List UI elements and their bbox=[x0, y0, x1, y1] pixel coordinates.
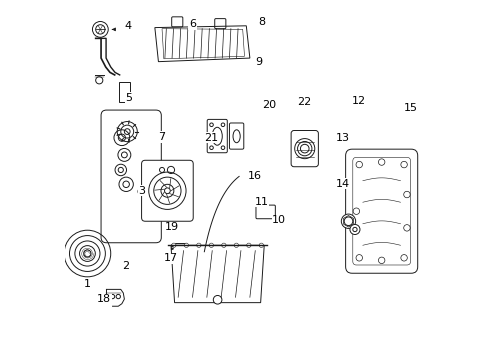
Polygon shape bbox=[171, 245, 264, 303]
Circle shape bbox=[213, 296, 222, 304]
Text: 7: 7 bbox=[158, 132, 164, 142]
Polygon shape bbox=[155, 26, 249, 62]
Text: 4: 4 bbox=[124, 21, 131, 31]
Text: 9: 9 bbox=[255, 57, 262, 67]
Circle shape bbox=[209, 243, 213, 247]
Text: 16: 16 bbox=[247, 171, 261, 181]
Circle shape bbox=[400, 161, 407, 168]
Text: 21: 21 bbox=[204, 133, 218, 143]
FancyBboxPatch shape bbox=[142, 160, 193, 221]
Text: 19: 19 bbox=[164, 222, 179, 232]
Circle shape bbox=[246, 243, 250, 247]
Text: 10: 10 bbox=[272, 215, 285, 225]
Circle shape bbox=[403, 191, 409, 198]
Circle shape bbox=[184, 243, 188, 247]
Circle shape bbox=[259, 243, 263, 247]
Circle shape bbox=[378, 257, 384, 264]
Circle shape bbox=[355, 161, 362, 168]
Text: 13: 13 bbox=[335, 133, 349, 143]
Text: 6: 6 bbox=[189, 19, 196, 29]
Text: 18: 18 bbox=[97, 294, 111, 304]
Text: 17: 17 bbox=[163, 253, 178, 263]
Text: 12: 12 bbox=[351, 96, 366, 106]
Text: 20: 20 bbox=[262, 100, 276, 110]
Text: 5: 5 bbox=[125, 93, 132, 103]
Circle shape bbox=[403, 225, 409, 231]
FancyBboxPatch shape bbox=[229, 123, 244, 149]
Circle shape bbox=[221, 243, 225, 247]
Text: 2: 2 bbox=[122, 261, 129, 271]
FancyBboxPatch shape bbox=[290, 131, 318, 167]
Circle shape bbox=[352, 208, 359, 215]
Text: 15: 15 bbox=[404, 103, 417, 113]
FancyBboxPatch shape bbox=[207, 120, 227, 153]
Circle shape bbox=[196, 243, 201, 247]
Circle shape bbox=[349, 225, 359, 234]
Circle shape bbox=[378, 159, 384, 165]
Text: 11: 11 bbox=[254, 197, 268, 207]
FancyBboxPatch shape bbox=[101, 110, 161, 243]
FancyBboxPatch shape bbox=[345, 149, 417, 273]
Circle shape bbox=[171, 243, 176, 247]
Text: 3: 3 bbox=[138, 186, 145, 196]
Circle shape bbox=[355, 255, 362, 261]
FancyBboxPatch shape bbox=[175, 243, 186, 253]
Text: 22: 22 bbox=[297, 97, 311, 107]
FancyBboxPatch shape bbox=[255, 205, 275, 219]
Text: 1: 1 bbox=[84, 279, 91, 289]
Circle shape bbox=[341, 214, 355, 228]
Circle shape bbox=[400, 255, 407, 261]
Text: 8: 8 bbox=[258, 17, 264, 27]
Text: 14: 14 bbox=[335, 179, 349, 189]
Circle shape bbox=[234, 243, 238, 247]
